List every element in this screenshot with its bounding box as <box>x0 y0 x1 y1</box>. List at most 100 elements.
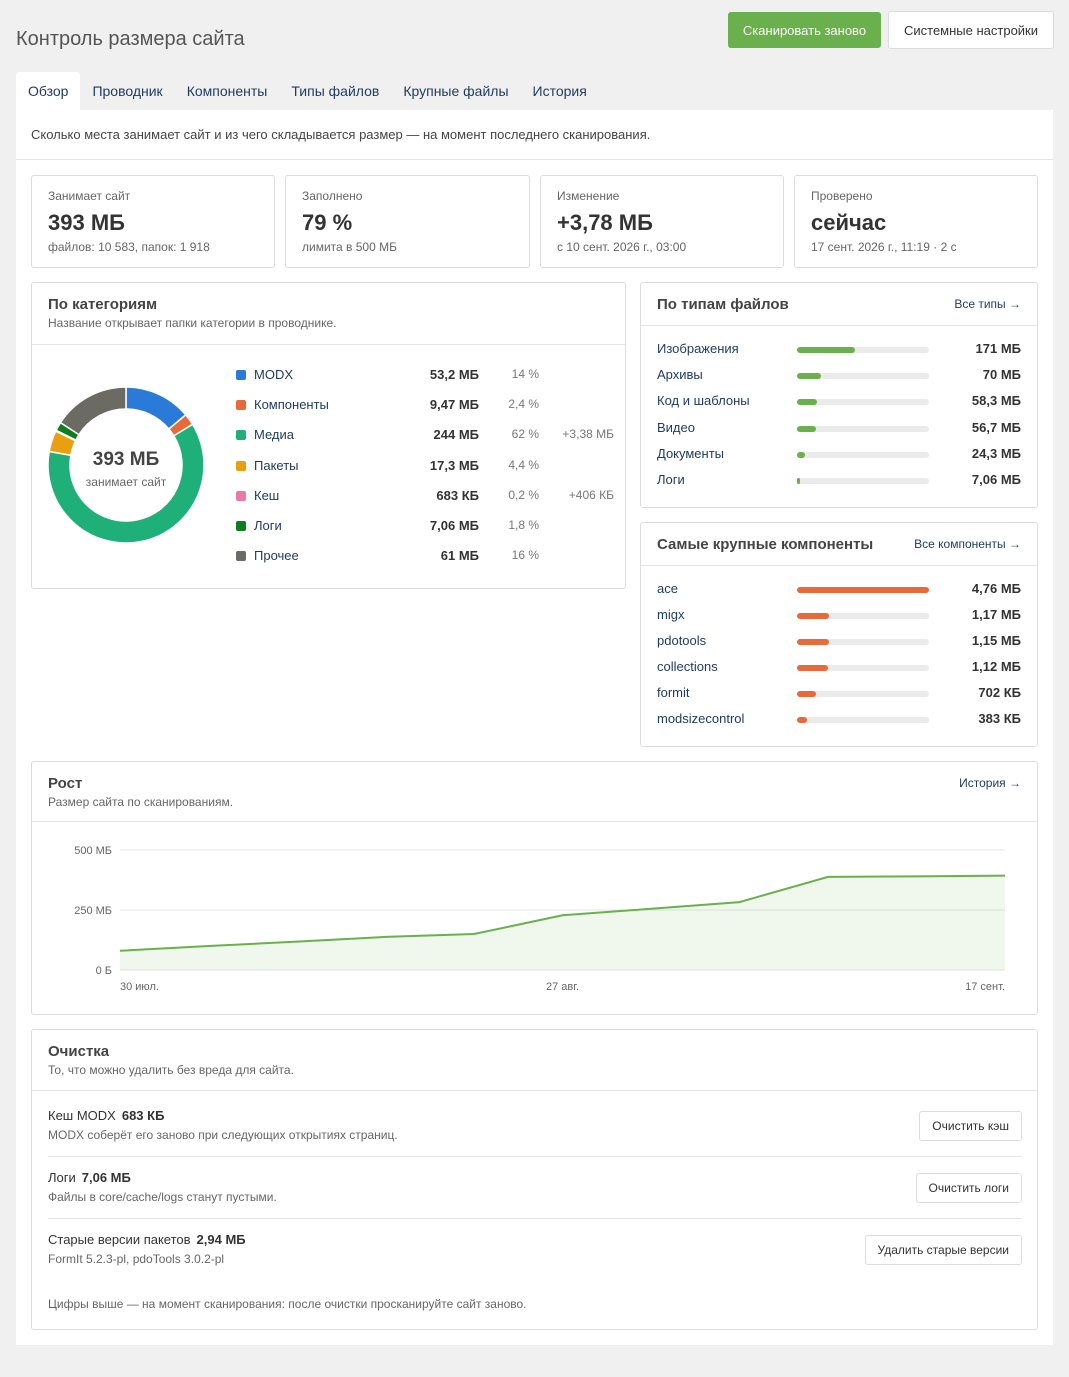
filetype-name-link[interactable]: Видео <box>657 419 695 435</box>
rescan-button[interactable]: Сканировать заново <box>728 12 881 48</box>
category-size: 53,2 МБ <box>429 367 479 382</box>
cleanup-item-desc: MODX соберёт его заново при следующих от… <box>48 1128 398 1142</box>
component-name-link[interactable]: modsizecontrol <box>657 711 745 726</box>
size-bar-fill <box>797 478 800 484</box>
category-name-link[interactable]: Медиа <box>254 427 294 443</box>
component-name-link[interactable]: pdotools <box>657 633 707 648</box>
size-bar-track <box>797 373 929 380</box>
categories-subtitle: Название открывает папки категории в про… <box>48 316 337 330</box>
stat-value: 393 МБ <box>48 210 125 235</box>
component-name-link[interactable]: collections <box>657 659 718 674</box>
stat-label: Проверено <box>811 189 873 203</box>
category-name-link[interactable]: Прочее <box>254 548 299 564</box>
cleanup-item-title: Логи 7,06 МБ <box>48 1170 131 1185</box>
divider <box>32 1090 1037 1091</box>
stat-sub: файлов: 10 583, папок: 1 918 <box>48 240 210 254</box>
size-bar-fill <box>797 347 856 353</box>
cleanup-item-title: Кеш MODX 683 КБ <box>48 1108 164 1123</box>
category-name-link[interactable]: Компоненты <box>254 397 329 413</box>
cleanup-item-size: 2,94 МБ <box>196 1232 246 1247</box>
size-value: 702 КБ <box>978 685 1021 700</box>
stat-label: Заполнено <box>302 189 363 203</box>
tab-filetypes[interactable]: Типы файлов <box>291 83 380 99</box>
category-row: Прочее 61 МБ 16 % <box>236 546 616 566</box>
y-tick-label: 0 Б <box>96 965 112 977</box>
growth-title: Рост <box>48 775 83 792</box>
delete-old-versions-button[interactable]: Удалить старые версии <box>864 1235 1022 1265</box>
tab-history[interactable]: История <box>532 83 587 99</box>
size-value: 383 КБ <box>978 711 1021 726</box>
y-tick-label: 250 МБ <box>74 905 112 917</box>
component-name-link[interactable]: migx <box>657 607 685 622</box>
y-tick-label: 500 МБ <box>74 845 112 857</box>
category-name-link[interactable]: MODX <box>254 367 293 382</box>
size-bar-track <box>797 451 929 458</box>
size-bar-track <box>797 399 929 406</box>
tab-bar: Обзор Проводник Компоненты Типы файлов К… <box>16 72 599 110</box>
category-color-swatch <box>236 460 246 471</box>
clear-cache-button[interactable]: Очистить кэш <box>919 1111 1022 1141</box>
category-color-swatch <box>236 521 246 531</box>
size-value: 24,3 МБ <box>971 445 1021 461</box>
category-row: Пакеты 17,3 МБ 4,4 % <box>236 456 616 476</box>
size-value: 4,76 МБ <box>971 581 1021 596</box>
size-bar-track <box>797 639 929 645</box>
cleanup-item-name: Кеш MODX <box>48 1108 116 1123</box>
divider <box>32 344 625 345</box>
donut-center-label: занимает сайт <box>86 475 167 489</box>
all-types-link[interactable]: Все типы → <box>954 297 1021 311</box>
clear-logs-button[interactable]: Очистить логи <box>915 1173 1022 1203</box>
cleanup-item-size: 683 КБ <box>121 1108 165 1123</box>
tab-explorer[interactable]: Проводник <box>92 83 163 99</box>
size-value: 56,7 МБ <box>971 419 1021 435</box>
stat-value: 79 % <box>302 210 353 235</box>
system-settings-button[interactable]: Системные настройки <box>888 11 1054 49</box>
cleanup-footer: Цифры выше — на момент сканирования: пос… <box>48 1297 527 1311</box>
category-size: 683 КБ <box>436 487 479 503</box>
tab-components[interactable]: Компоненты <box>186 83 268 99</box>
component-row: collections 1,12 МБ <box>657 657 1021 677</box>
size-bar-track <box>797 478 929 484</box>
size-bar-fill <box>797 373 821 380</box>
category-delta: +3,38 МБ <box>562 427 614 442</box>
cleanup-item-logs: Логи 7,06 МБ Файлы в core/cache/logs стан… <box>48 1170 1022 1232</box>
filetype-name-link[interactable]: Архивы <box>657 367 703 383</box>
category-name-link[interactable]: Логи <box>254 518 282 533</box>
divider <box>48 1218 1022 1219</box>
x-tick-label: 27 авг. <box>546 981 579 993</box>
filetype-name-link[interactable]: Изображения <box>657 341 739 356</box>
size-bar-track <box>797 717 929 723</box>
filetype-name-link[interactable]: Код и шаблоны <box>657 393 750 409</box>
category-name-link[interactable]: Пакеты <box>254 457 299 473</box>
categories-panel: По категориям Название открывает папки к… <box>31 282 626 589</box>
page-title: Контроль размера сайта <box>16 28 245 50</box>
filetype-name-link[interactable]: Документы <box>657 445 725 461</box>
filetype-row: Видео 56,7 МБ <box>657 418 1021 438</box>
category-size: 9,47 МБ <box>429 397 479 413</box>
tab-large-files[interactable]: Крупные файлы <box>403 83 509 99</box>
growth-subtitle: Размер сайта по сканированиям. <box>48 795 234 809</box>
growth-chart: 500 МБ 250 МБ 0 Б 30 июл. 27 авг. 17 сент. <box>74 845 1006 993</box>
component-row: formit 702 КБ <box>657 683 1021 703</box>
size-value: 1,17 МБ <box>971 607 1021 622</box>
size-bar-track <box>797 587 929 593</box>
category-name-link[interactable]: Кеш <box>254 487 280 503</box>
category-size: 244 МБ <box>433 427 479 443</box>
cleanup-item-old-packages: Старые версии пакетов 2,94 МБ FormIt 5.2.… <box>48 1232 1022 1294</box>
filetype-name-link[interactable]: Логи <box>657 472 685 487</box>
tab-overview[interactable]: Обзор <box>16 72 81 110</box>
component-name-link[interactable]: formit <box>657 685 690 700</box>
all-components-link[interactable]: Все компоненты → <box>914 537 1021 551</box>
component-name-link[interactable]: ace <box>657 581 678 596</box>
stat-value: сейчас <box>811 210 887 235</box>
filetypes-title: По типам файлов <box>657 296 789 313</box>
stat-label: Изменение <box>557 189 620 203</box>
category-row: Кеш 683 КБ 0,2 % +406 КБ <box>236 486 616 506</box>
history-link[interactable]: История → <box>959 776 1021 790</box>
donut-center-value: 393 МБ <box>93 449 159 470</box>
size-value: 70 МБ <box>982 367 1021 383</box>
component-row: modsizecontrol 383 КБ <box>657 709 1021 729</box>
stat-value: +3,78 МБ <box>557 210 653 235</box>
category-size: 61 МБ <box>440 548 479 564</box>
components-panel: Самые крупные компоненты Все компоненты … <box>640 522 1038 747</box>
